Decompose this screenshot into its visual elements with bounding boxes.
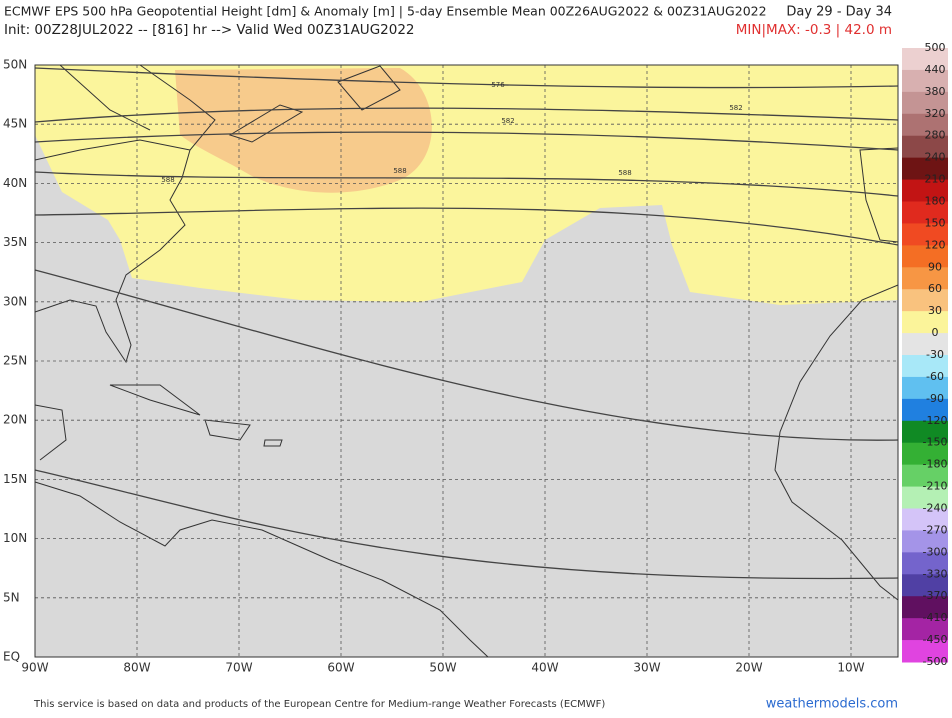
colorbar-label: -450 bbox=[923, 633, 948, 646]
colorbar-label: 240 bbox=[925, 151, 946, 164]
coastlines bbox=[34, 64, 899, 658]
lat-label: EQ bbox=[3, 650, 20, 664]
colorbar-swatch bbox=[902, 530, 948, 553]
colorbar-label: -150 bbox=[923, 436, 948, 449]
colorbar-label: 180 bbox=[925, 195, 946, 208]
colorbar-swatch bbox=[902, 442, 948, 466]
colorbar-label: -60 bbox=[926, 370, 944, 383]
lat-label: 50N bbox=[3, 58, 27, 72]
lat-label: 35N bbox=[3, 235, 27, 249]
lat-label: 15N bbox=[3, 472, 27, 486]
init-line: Init: 00Z28JUL2022 -- [816] hr --> Valid… bbox=[4, 22, 415, 38]
lat-label: 45N bbox=[3, 117, 27, 131]
colorbar-swatch bbox=[902, 486, 948, 509]
colorbar-swatch bbox=[902, 333, 948, 356]
colorbar-label: -500 bbox=[923, 655, 948, 668]
lon-label: 40W bbox=[531, 661, 558, 675]
colorbar-swatch bbox=[902, 640, 948, 663]
colorbar-swatch bbox=[902, 69, 948, 93]
colorbar-swatch bbox=[902, 289, 948, 312]
colorbar-label: -300 bbox=[923, 545, 948, 558]
colorbar-label: 60 bbox=[928, 282, 942, 295]
colorbar-label: 320 bbox=[925, 107, 946, 120]
lon-label: 20W bbox=[735, 661, 762, 675]
map-frame bbox=[34, 64, 899, 658]
lon-label: 80W bbox=[123, 661, 150, 675]
lon-label: 60W bbox=[327, 661, 354, 675]
colorbar-label: 500 bbox=[925, 41, 946, 54]
footer-notice: This service is based on data and produc… bbox=[33, 699, 605, 710]
graticule bbox=[35, 65, 898, 657]
contour-label: 576 bbox=[491, 81, 505, 89]
colorbar-swatch bbox=[902, 245, 948, 268]
contour-label: 588 bbox=[161, 176, 174, 184]
title: ECMWF EPS 500 hPa Geopotential Height [d… bbox=[4, 4, 767, 19]
colorbar-swatch bbox=[902, 223, 948, 246]
colorbar-label: -410 bbox=[923, 611, 948, 624]
colorbar-swatch bbox=[902, 420, 948, 444]
lat-label: 25N bbox=[3, 354, 27, 368]
colorbar-swatch bbox=[902, 311, 948, 334]
colorbar-label: 0 bbox=[932, 326, 939, 339]
contour-label: 582 bbox=[729, 104, 742, 112]
colorbar-swatch bbox=[902, 113, 948, 137]
lat-label: 5N bbox=[3, 590, 20, 604]
contour-label: 582 bbox=[501, 117, 514, 125]
colorbar-label: -330 bbox=[923, 567, 948, 580]
colorbar-swatch bbox=[902, 398, 948, 422]
colorbar-swatch bbox=[902, 574, 948, 597]
lat-label: 40N bbox=[3, 176, 27, 190]
colorbar-swatch bbox=[902, 464, 948, 488]
colorbar-swatch bbox=[902, 201, 948, 224]
colorbar-swatch bbox=[902, 48, 948, 71]
anomaly-30 bbox=[35, 65, 898, 305]
lat-label: 10N bbox=[3, 531, 27, 545]
colorbar-label: -210 bbox=[923, 480, 948, 493]
colorbar-label: -370 bbox=[923, 589, 948, 602]
colorbar-label: -240 bbox=[923, 502, 948, 515]
map bbox=[34, 64, 899, 658]
lat-label: 30N bbox=[3, 294, 27, 308]
lon-label: 30W bbox=[633, 661, 660, 675]
site-link[interactable]: weathermodels.com bbox=[766, 697, 898, 712]
colorbar-label: 380 bbox=[925, 85, 946, 98]
lon-label: 70W bbox=[225, 661, 252, 675]
lon-label: 90W bbox=[21, 661, 48, 675]
colorbar-label: 440 bbox=[925, 63, 946, 76]
lat-label: 20N bbox=[3, 413, 27, 427]
min-max: MIN|MAX: -0.3 | 42.0 m bbox=[736, 22, 892, 38]
lon-label: 10W bbox=[837, 661, 864, 675]
colorbar-swatch bbox=[902, 552, 948, 575]
colorbar-label: -90 bbox=[926, 392, 944, 405]
colorbar-swatch bbox=[902, 179, 948, 202]
colorbar-label: -30 bbox=[926, 348, 944, 361]
colorbar-swatch bbox=[902, 376, 948, 400]
colorbar-label: -180 bbox=[923, 458, 948, 471]
day-range: Day 29 - Day 34 bbox=[786, 5, 892, 20]
colorbar-swatch bbox=[902, 596, 948, 619]
colorbar-label: -120 bbox=[923, 414, 948, 427]
colorbar-swatch bbox=[902, 91, 948, 115]
contour-label: 588 bbox=[618, 169, 631, 177]
colorbar-label: 120 bbox=[925, 238, 946, 251]
colorbar-label: 150 bbox=[925, 216, 946, 229]
colorbar-label: 30 bbox=[928, 304, 942, 317]
colorbar-label: 280 bbox=[925, 129, 946, 142]
colorbar-swatch bbox=[902, 135, 948, 159]
colorbar-label: 210 bbox=[925, 173, 946, 186]
lon-label: 50W bbox=[429, 661, 456, 675]
colorbar-swatch bbox=[902, 355, 948, 378]
contour-label: 588 bbox=[393, 167, 406, 175]
colorbar-label: -270 bbox=[923, 523, 948, 536]
colorbar-swatch bbox=[902, 157, 948, 181]
colorbar-swatch bbox=[902, 618, 948, 641]
colorbar-swatch bbox=[902, 508, 948, 531]
colorbar-label: 90 bbox=[928, 260, 942, 273]
colorbar-swatch bbox=[902, 267, 948, 290]
